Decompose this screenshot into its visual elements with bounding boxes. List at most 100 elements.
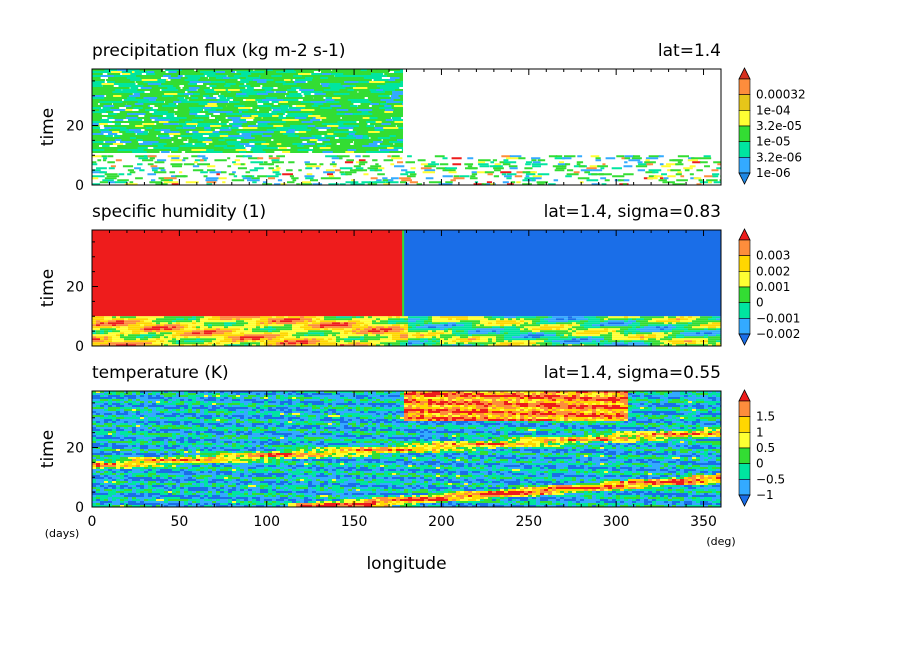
field-cell [324,395,328,397]
field-cell [660,332,664,335]
field-cell [392,334,396,337]
field-cell [652,391,656,393]
field-cell [206,183,213,185]
field-cell [687,159,699,162]
field-cell [268,320,272,323]
field-cell [680,336,684,339]
field-cell [552,336,556,339]
field-cell [492,316,496,319]
field-cell [616,336,620,339]
field-cell [247,75,260,77]
field-cell [396,330,400,333]
field-cell [96,326,100,329]
field-cell [396,340,400,343]
field-cell [280,105,289,107]
field-cell [182,127,207,129]
field-cell [444,316,448,319]
field-cell [268,332,272,335]
field-cell [114,123,121,125]
field-cell [178,111,198,113]
field-cell [628,326,632,329]
field-cell [240,322,244,325]
field-cell [256,397,260,399]
field-cell [700,334,704,337]
field-cell [322,91,346,93]
field-cell [668,330,672,333]
field-cell [700,397,704,399]
field-cell [300,322,304,325]
field-cell [552,395,556,397]
field-cell [472,330,476,333]
field-cell [262,149,271,151]
field-cell [712,316,716,319]
field-cell [144,330,148,333]
field-cell [525,163,531,166]
field-cell [536,330,540,333]
field-cell [220,330,224,333]
field-cell [228,336,232,339]
field-cell [604,179,610,182]
field-cell [188,316,192,319]
field-cell [528,397,532,399]
field-cell [159,137,178,139]
colorbar-label: 0.001 [756,280,790,294]
field-cell [488,395,492,397]
field-cell [148,336,152,339]
field-cell [340,395,344,397]
field-cell [320,322,324,325]
colorbar-label: 0.002 [756,264,790,278]
field-cell [449,169,456,172]
field-cell [336,316,340,319]
field-cell [272,342,276,345]
field-cell [272,322,276,325]
field-cell [350,75,374,77]
field-cell [166,115,175,117]
field-cell [108,326,112,329]
field-cell [288,93,302,95]
field-cell [200,334,204,337]
field-cell [406,175,416,178]
field-cell [432,397,436,399]
field-cell [156,332,160,335]
field-cell [116,399,120,401]
field-cell [467,165,473,168]
colorbar-max-triangle [738,228,751,241]
field-cell [252,397,256,399]
field-cell [187,77,207,79]
field-cell [292,326,296,329]
field-cell [424,344,428,346]
field-cell [309,179,318,182]
field-cell [556,397,560,399]
field-cell [488,391,492,393]
field-cell [336,109,355,111]
field-cell [228,324,232,327]
field-cell [385,181,399,184]
field-cell [316,316,320,319]
field-cell [137,91,145,93]
field-cell [360,318,364,321]
field-cell [92,395,96,397]
field-cell [100,119,109,121]
field-cell [388,328,392,331]
field-cell [216,322,220,325]
field-cell [388,342,392,345]
field-cell [436,340,440,343]
field-cell [689,173,694,176]
field-cell [416,316,420,319]
heatmap-field [92,391,721,507]
field-cell [372,322,376,325]
field-cell [236,391,240,393]
field-cell [122,75,147,77]
field-cell [480,330,484,333]
field-cell [424,334,428,337]
field-cell [172,393,176,395]
field-cell [194,143,207,145]
field-cell [180,328,184,331]
field-cell [396,125,404,127]
field-cell [92,340,96,343]
field-cell [692,316,696,319]
field-cell [404,330,408,333]
field-cell [272,391,276,393]
field-cell [339,183,346,185]
field-cell [392,318,396,321]
